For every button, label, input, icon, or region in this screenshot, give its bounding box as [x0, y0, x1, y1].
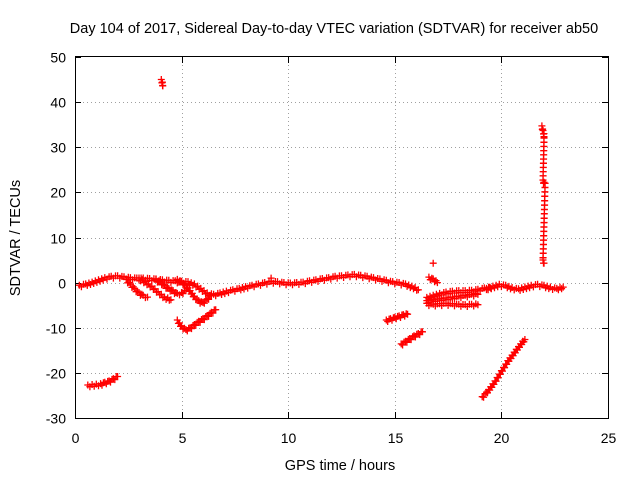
series-steep-20 [478, 336, 529, 401]
series-arc-c [152, 275, 190, 299]
data-marks [75, 76, 567, 401]
series-arc-a-markers [122, 275, 151, 302]
y-tick-label: -20 [46, 366, 66, 382]
y-tick-label: -10 [46, 321, 66, 337]
x-axis-title: GPS time / hours [285, 458, 395, 474]
series-seg-15b-markers [397, 328, 426, 349]
series-dip-5h-markers [173, 306, 220, 335]
series-main-band [75, 270, 422, 300]
x-tick-label: 0 [72, 430, 80, 446]
series-late-flat [483, 280, 567, 294]
series-steep-20-markers [478, 336, 529, 401]
x-tick-label: 20 [494, 430, 510, 446]
series-late-flat-markers [483, 280, 567, 294]
y-tick-label: 0 [58, 276, 66, 292]
y-tick-label: 20 [50, 185, 66, 201]
series-main-band-markers [75, 270, 422, 300]
x-tick-label: 5 [179, 430, 187, 446]
y-tick-label: 30 [50, 140, 66, 156]
series-outlier-44-markers [157, 76, 167, 90]
series-arc-b [135, 274, 175, 304]
series-dip-5h [173, 306, 220, 335]
series-low-seg [84, 373, 122, 391]
series-band-17-19-bot-markers [423, 299, 482, 310]
series-outlier-9 [267, 274, 275, 282]
y-tick-labels: -30 -20 -10 0 10 20 30 40 50 [46, 50, 66, 427]
series-outlier-16-8-markers [429, 259, 437, 267]
series-seg-16-8 [425, 273, 441, 287]
y-axis-title: SDTVAR / TECUs [8, 180, 24, 296]
series-low-seg-markers [84, 373, 122, 391]
y-tick-label: 10 [50, 231, 66, 247]
series-outlier-16-8 [429, 259, 437, 267]
series-arc-b-markers [135, 274, 175, 304]
y-tick-label: 50 [50, 50, 66, 66]
series-arc-d-markers [173, 275, 215, 307]
series-band-17-19-bot [423, 299, 482, 310]
series-outlier-44 [157, 76, 167, 90]
x-tick-label: 25 [601, 430, 617, 446]
series-spike-22 [538, 122, 549, 267]
chart-title: Day 104 of 2017, Sidereal Day-to-day VTE… [70, 21, 598, 37]
series-arc-d [173, 275, 215, 307]
series-outlier-9-markers [267, 274, 275, 282]
grid [75, 57, 608, 418]
y-tick-label: -30 [46, 411, 66, 427]
x-tick-label: 10 [281, 430, 297, 446]
plot-frame [75, 56, 609, 419]
series-seg-15a [382, 310, 412, 325]
series-arc-a [122, 275, 151, 302]
series-arc-c-markers [152, 275, 190, 299]
series-spike-22-markers [538, 122, 549, 267]
series-seg-15b [397, 328, 426, 349]
series-seg-15a-markers [382, 310, 412, 325]
x-tick-labels: 0 5 10 15 20 25 [72, 430, 617, 446]
series-seg-16-8-markers [425, 273, 441, 287]
x-tick-label: 15 [388, 430, 404, 446]
axis-ticks [75, 57, 609, 419]
y-tick-label: 40 [50, 95, 66, 111]
